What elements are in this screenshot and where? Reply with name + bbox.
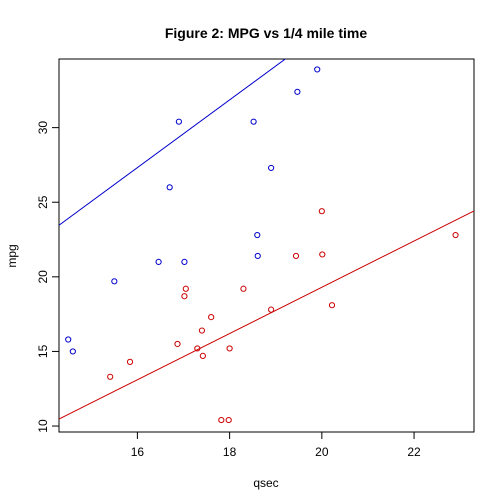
data-point-blue <box>65 336 72 343</box>
plot-frame <box>58 58 475 433</box>
data-point-red <box>194 345 201 352</box>
data-point-blue <box>181 258 188 266</box>
data-point-blue <box>268 164 275 172</box>
data-point-red <box>107 373 114 380</box>
data-point-blue <box>250 118 257 125</box>
data-point-blue <box>166 184 173 191</box>
data-point-red <box>226 345 233 352</box>
data-point-red <box>126 358 134 365</box>
x-tick-label: 22 <box>407 445 421 459</box>
data-point-red <box>268 306 275 313</box>
data-point-blue <box>175 118 182 125</box>
data-point-red <box>319 251 326 258</box>
chart-title: Figure 2: MPG vs 1/4 mile time <box>165 25 368 41</box>
data-point-blue <box>155 258 162 266</box>
y-tick-label: 10 <box>36 419 50 433</box>
x-tick-label: 18 <box>223 445 237 459</box>
x-axis-label: qsec <box>253 476 278 490</box>
data-point-red <box>182 285 189 292</box>
fit-line-blue <box>59 59 287 226</box>
data-point-blue <box>69 348 76 355</box>
y-axis-label: mpg <box>5 244 19 267</box>
data-point-red <box>328 302 336 309</box>
x-tick-label: 20 <box>315 445 329 459</box>
y-tick-label: 20 <box>36 270 50 284</box>
plot-area: 16 18 20 22 10 15 20 25 30 <box>36 58 475 459</box>
x-tick-label: 16 <box>131 445 145 459</box>
data-point-red <box>318 208 325 215</box>
data-point-red <box>208 314 215 321</box>
data-point-blue <box>294 88 301 95</box>
fit-line-red <box>59 210 474 420</box>
data-point-blue <box>111 278 118 285</box>
y-tick-label: 30 <box>36 121 50 135</box>
y-tick-label: 25 <box>36 195 50 209</box>
data-point-red <box>452 231 459 239</box>
data-point-blue <box>314 66 321 73</box>
data-point-red <box>240 285 247 292</box>
data-point-red <box>218 416 225 424</box>
data-point-red <box>199 352 206 360</box>
data-point-red <box>174 340 181 348</box>
data-point-red <box>292 252 300 260</box>
y-tick-label: 15 <box>36 344 50 358</box>
data-point-blue <box>254 252 261 260</box>
data-point-red <box>198 327 206 334</box>
data-point-red <box>225 416 232 424</box>
data-point-red <box>181 293 188 300</box>
data-point-blue <box>254 231 261 239</box>
